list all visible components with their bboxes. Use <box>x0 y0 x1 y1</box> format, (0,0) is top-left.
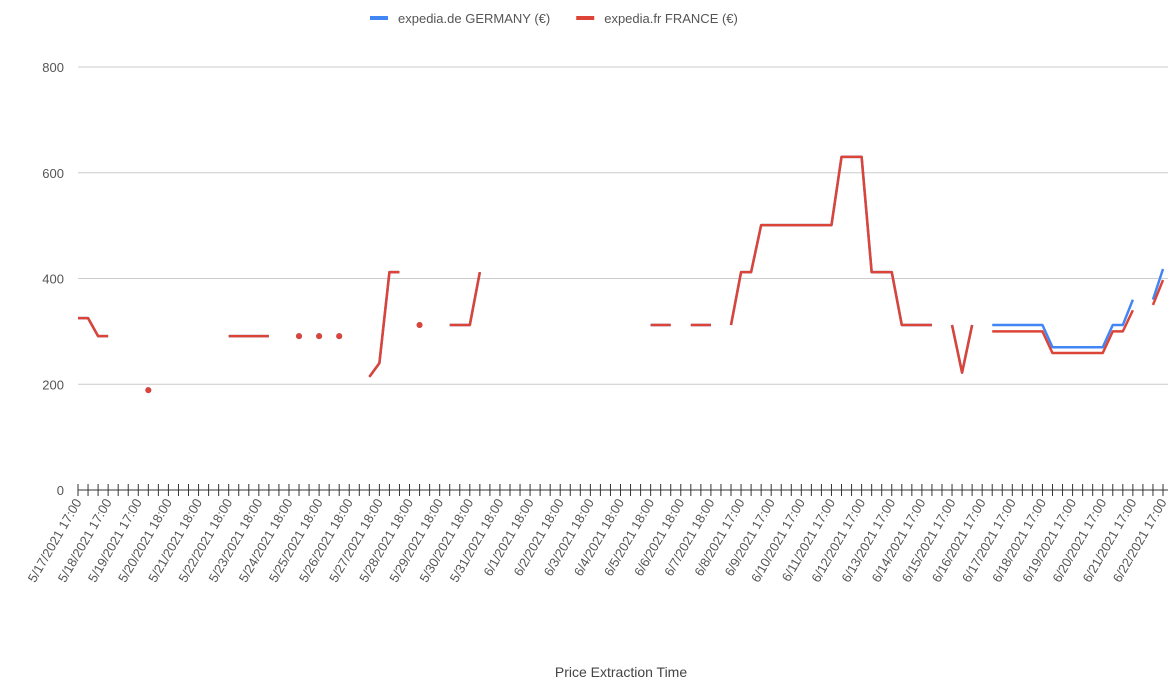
legend-label: expedia.fr FRANCE (€) <box>604 11 738 26</box>
data-point <box>336 333 343 340</box>
y-tick-label: 0 <box>57 483 64 498</box>
series-line <box>729 155 932 327</box>
legend-label: expedia.de GERMANY (€) <box>398 11 550 26</box>
series-line <box>729 155 932 327</box>
data-point <box>296 333 303 340</box>
series-line <box>950 324 974 374</box>
series-line <box>1151 279 1165 306</box>
series-line <box>950 324 974 374</box>
series-line <box>992 309 1134 355</box>
series-line <box>992 299 1135 349</box>
data-point <box>416 322 423 329</box>
y-tick-label: 800 <box>42 60 64 75</box>
y-tick-label: 200 <box>42 377 64 392</box>
y-tick-label: 400 <box>42 272 64 287</box>
data-point <box>145 387 152 394</box>
series-line <box>449 271 482 327</box>
y-tick-label: 600 <box>42 166 64 181</box>
data-point <box>316 333 323 340</box>
series-line <box>368 270 400 378</box>
x-axis-title: Price Extraction Time <box>555 664 687 680</box>
series-line <box>78 316 109 338</box>
series-line <box>1151 268 1165 301</box>
